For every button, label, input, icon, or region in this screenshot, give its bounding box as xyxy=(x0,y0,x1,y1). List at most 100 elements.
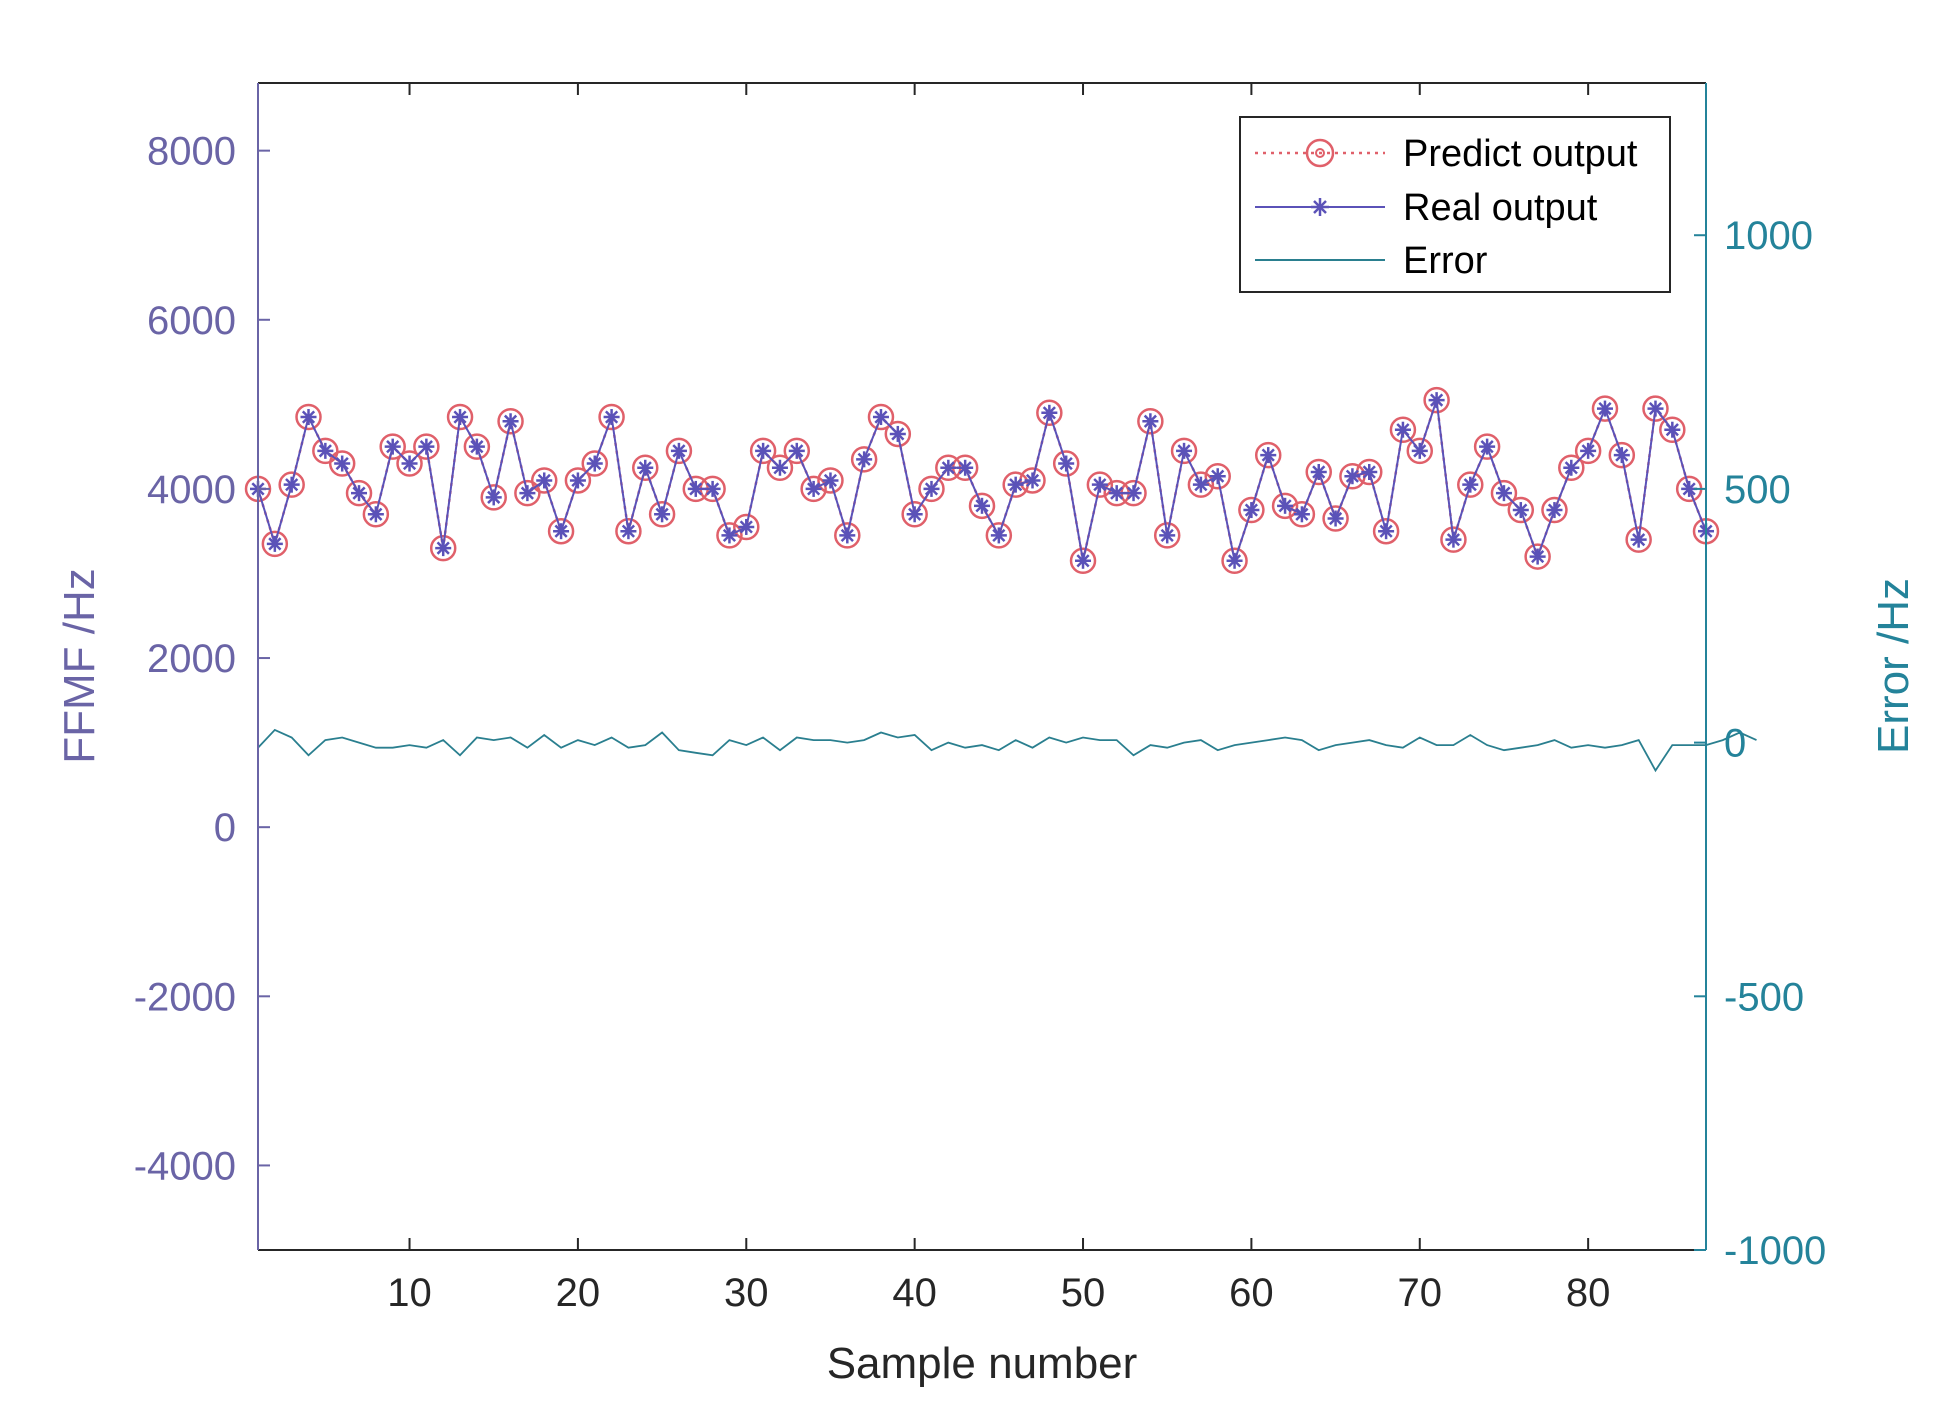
real-output-point xyxy=(519,485,536,502)
predict-output-point xyxy=(834,522,861,549)
predict-output-point xyxy=(968,492,996,520)
legend-error-label: Error xyxy=(1403,240,1488,282)
real-output-point xyxy=(1327,510,1344,527)
real-output-point xyxy=(1192,476,1209,493)
real-output-point xyxy=(553,523,570,540)
predict-output-point xyxy=(1642,395,1669,422)
real-output-point xyxy=(906,506,923,523)
real-output-point xyxy=(1277,497,1294,514)
predict-output-point xyxy=(1069,547,1097,575)
predict-output-point xyxy=(1507,496,1535,524)
real-output-point xyxy=(367,506,384,523)
predict-output-point xyxy=(312,437,339,465)
real-output-point xyxy=(654,506,671,523)
real-output-point xyxy=(839,527,856,544)
real-output-point xyxy=(1664,421,1681,438)
real-output-point xyxy=(1041,404,1058,421)
predict-output-point xyxy=(1322,505,1349,532)
predict-output-point xyxy=(1457,471,1484,498)
predict-output-point xyxy=(530,467,558,494)
y-right-tick-label: -1000 xyxy=(1724,1229,1826,1273)
predict-output-point xyxy=(665,437,693,465)
series-error xyxy=(257,728,1757,773)
predict-output-point xyxy=(463,433,491,460)
predict-output-point xyxy=(1204,462,1231,490)
real-output-point xyxy=(721,527,738,544)
predict-output-point xyxy=(850,446,878,473)
ticks: 10 20 30 40 50 60 70 80 -4000 -2000 0 2000 4000 6000 8… xyxy=(134,83,1826,1315)
real-output-point xyxy=(1024,472,1041,489)
real-output-point xyxy=(1613,447,1630,464)
legend-real-marker xyxy=(1311,198,1329,216)
legend: Predict output Real output Error xyxy=(1239,116,1671,293)
x-tick-label: 60 xyxy=(1229,1271,1274,1315)
predict-output-point xyxy=(1221,547,1248,575)
real-output-point xyxy=(1108,485,1125,502)
y-left-tick-label: 2000 xyxy=(147,637,236,681)
predict-output-point xyxy=(766,454,794,482)
predict-output-point xyxy=(1036,399,1063,427)
predict-output-point xyxy=(1625,526,1652,553)
y-axis-label-right: Error /Hz xyxy=(1869,578,1918,754)
real-output-point xyxy=(1512,502,1529,519)
predict-output-point xyxy=(1591,395,1619,422)
real-output-point xyxy=(1378,523,1395,540)
real-output-point xyxy=(755,442,772,459)
predict-output-point xyxy=(1558,454,1585,482)
predict-output-point xyxy=(564,467,592,494)
real-output-point xyxy=(872,409,889,426)
real-output-point xyxy=(805,480,822,497)
real-output-point xyxy=(1310,464,1327,480)
real-output-point xyxy=(586,455,603,472)
y-left-tick-label: 0 xyxy=(214,806,236,850)
real-output-point xyxy=(788,442,805,459)
predict-output-point xyxy=(396,450,423,477)
predict-output-point xyxy=(1473,433,1501,460)
predict-output-point xyxy=(1170,437,1198,465)
predict-output-point xyxy=(918,475,945,503)
real-output-point xyxy=(1209,468,1226,485)
predict-output-point xyxy=(1288,501,1316,528)
predict-output-point xyxy=(1524,543,1551,570)
real-output-point xyxy=(670,442,687,459)
predict-output-point xyxy=(1137,408,1164,435)
legend-predict-marker-inner xyxy=(1315,148,1325,158)
predict-output-point xyxy=(497,408,524,435)
real-output-point xyxy=(283,476,300,493)
real-output-point xyxy=(384,438,401,455)
y-right-tick-label: 500 xyxy=(1724,468,1791,512)
real-output-point xyxy=(771,459,788,476)
legend-predict-label: Predict output xyxy=(1403,133,1638,175)
predict-output-point xyxy=(901,501,928,528)
predict-output-point xyxy=(1574,437,1602,465)
real-output-point xyxy=(1226,552,1243,569)
predict-output-point xyxy=(716,522,743,549)
predict-output-point xyxy=(598,403,625,431)
real-output-point xyxy=(940,459,957,476)
real-output-point xyxy=(1563,459,1580,476)
y-left-tick-label: 4000 xyxy=(147,468,236,512)
predict-output-point xyxy=(648,501,676,528)
real-output-point xyxy=(1344,468,1361,485)
real-output-point xyxy=(485,489,502,506)
predict-output-point xyxy=(278,471,305,498)
predict-output-point xyxy=(345,479,373,507)
real-output-point xyxy=(401,455,418,472)
x-tick-label: 80 xyxy=(1566,1271,1611,1315)
real-output-point xyxy=(502,413,519,430)
real-output-point xyxy=(923,480,940,497)
real-output-point xyxy=(536,472,553,489)
y-left-tick-label: 6000 xyxy=(147,299,236,343)
legend-real-label: Real output xyxy=(1403,187,1598,229)
real-output-point xyxy=(266,535,283,552)
predict-output-point xyxy=(800,475,827,503)
predict-output-point xyxy=(1659,416,1686,443)
predict-output-point xyxy=(1608,441,1636,469)
y-left-tick-label: 8000 xyxy=(147,130,236,174)
predict-output-point xyxy=(261,530,289,558)
real-output-point xyxy=(1007,476,1024,493)
predict-output-point xyxy=(749,437,777,465)
real-output-point xyxy=(351,485,368,502)
real-output-point xyxy=(334,455,351,472)
